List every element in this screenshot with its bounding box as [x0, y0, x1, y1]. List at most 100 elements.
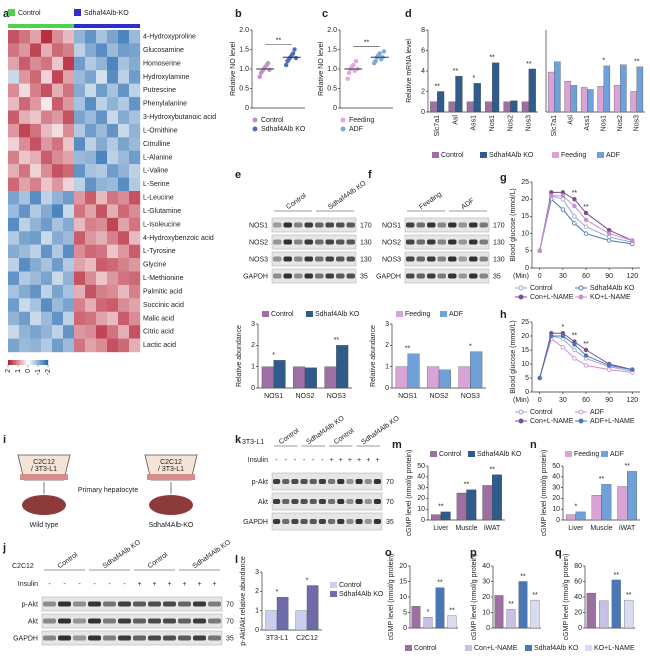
heatmap-cell — [30, 204, 42, 219]
heatmap-cell — [85, 177, 97, 192]
blot-band — [336, 256, 345, 262]
heatmap-cell — [74, 150, 86, 165]
blot-band — [103, 601, 116, 607]
legend-swatch — [432, 152, 439, 158]
treatment-sign: - — [63, 581, 66, 588]
bar — [455, 75, 463, 113]
legend-marker — [578, 294, 584, 300]
heatmap-cell — [41, 338, 53, 353]
significance: ** — [434, 83, 440, 90]
blot-band — [294, 256, 303, 262]
panel-letter: o — [385, 547, 392, 559]
y-tick-label: 20 — [521, 196, 529, 203]
heatmap-cell — [96, 204, 108, 219]
panel-letter: a — [3, 8, 10, 20]
bar — [506, 609, 516, 629]
y-tick-label: 0 — [525, 265, 529, 272]
y-tick-label: 20 — [417, 495, 425, 502]
colorbar-label: -2 — [45, 369, 52, 375]
heatmap-cell — [129, 311, 141, 326]
x-tick-label: Nos3 — [634, 115, 641, 131]
heatmap-cell — [96, 298, 108, 312]
colorbar-segment — [20, 360, 23, 365]
heatmap-cell — [8, 284, 20, 299]
y-tick-label: 0 — [578, 625, 582, 632]
heatmap-cell — [8, 164, 20, 178]
heatmap-cell — [30, 311, 42, 326]
treatment-sign: - — [294, 457, 297, 464]
blot-band — [273, 222, 282, 228]
significance: * — [469, 344, 472, 351]
y-tick-label: 0 — [421, 109, 425, 116]
heatmap-cell — [96, 30, 108, 44]
heatmap-cell — [19, 217, 31, 232]
blot-band — [304, 273, 313, 279]
legend-label: Control — [271, 311, 294, 318]
x-tick-label: Ass1 — [471, 115, 478, 131]
heatmap-cell — [41, 56, 53, 71]
heatmap-cell — [85, 284, 97, 299]
blot-band — [325, 222, 334, 228]
heatmap-cell — [41, 43, 53, 58]
colorbar-label: 1 — [15, 369, 22, 373]
significance: * — [306, 577, 309, 584]
colorbar-label: 0 — [25, 369, 32, 373]
x-tick-label: Nos2 — [507, 115, 514, 131]
heatmap-cell — [41, 325, 53, 339]
blot-band — [118, 618, 131, 624]
heatmap-cell — [30, 56, 42, 71]
panel-letter: p — [470, 547, 477, 559]
heatmap-cell — [129, 217, 141, 232]
significance: * — [427, 609, 430, 616]
kda-label: 70 — [226, 601, 234, 608]
legend-label: Sdhaf4Alb KO — [534, 645, 579, 652]
colorbar-label: -1 — [35, 369, 42, 375]
heatmap-cell — [19, 110, 31, 125]
y-tick-label: 3 — [251, 321, 255, 328]
heatmap-cell — [107, 311, 119, 326]
kda-label: 130 — [360, 256, 372, 263]
data-point — [293, 55, 299, 61]
data-point — [630, 238, 635, 243]
significance: ** — [437, 580, 443, 587]
heatmap-cell — [96, 311, 108, 326]
heatmap-cell — [107, 137, 119, 151]
blot-band — [309, 499, 317, 504]
treatment-sign: + — [167, 581, 171, 588]
bar — [503, 101, 511, 113]
row-label: Putrescine — [143, 87, 176, 94]
x-tick-label: Ass1 — [584, 115, 591, 131]
heatmap-cell — [118, 311, 130, 326]
blot-band — [43, 635, 56, 641]
heatmap-cell — [107, 204, 119, 219]
significance: ** — [626, 592, 632, 599]
colorbar-segment — [12, 360, 15, 365]
bar — [324, 366, 337, 389]
heatmap-cell — [63, 258, 75, 272]
blot-band — [448, 239, 457, 245]
y-tick-label: 30 — [482, 578, 490, 585]
heatmap-cell — [19, 204, 31, 219]
bar — [566, 514, 576, 521]
blot-strip — [404, 251, 490, 267]
significance: ** — [614, 572, 620, 579]
diagram-i: C2C12 / 3T3-L1 C2C12 / 3T3-L1 Primary he… — [17, 454, 198, 529]
row-label: L-Serine — [143, 181, 170, 188]
y-tick-label: 0.5 — [327, 85, 337, 92]
x-tick-label: 0 — [538, 273, 542, 280]
heatmap-cell — [129, 231, 141, 245]
x-tick-label: 30 — [559, 397, 567, 404]
blot-band — [437, 239, 446, 245]
legend-swatch — [465, 645, 472, 651]
heatmap-cell — [85, 338, 97, 353]
heatmap-cell — [63, 217, 75, 232]
y-axis-label: p-Akt/Akt relative abundance — [240, 556, 247, 646]
heatmap-cell — [74, 83, 86, 98]
heatmap-cell — [107, 30, 119, 44]
heatmap-cell — [52, 123, 64, 138]
heatmap-cell — [96, 164, 108, 178]
legend-swatch — [440, 311, 447, 317]
legend-label: Sdhaf4Alb KO — [477, 451, 522, 458]
data-point — [583, 347, 589, 353]
y-axis-label: Relative NO level — [318, 42, 325, 97]
